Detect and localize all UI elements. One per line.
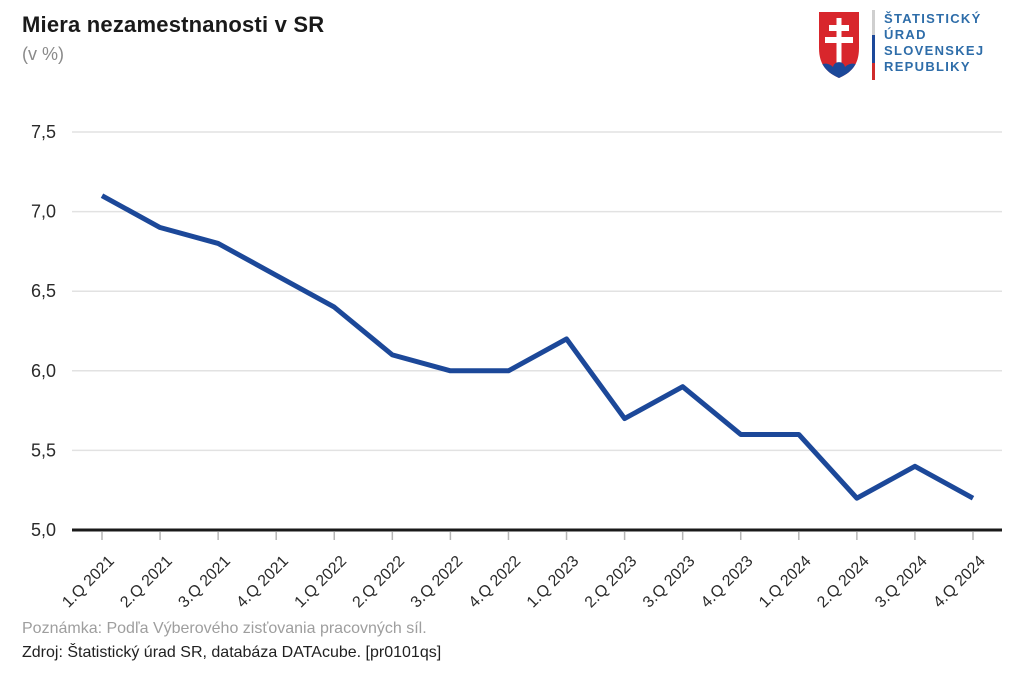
chart-note: Poznámka: Podľa Výberového zisťovania pr… xyxy=(22,620,427,637)
logo-line: REPUBLIKY xyxy=(884,59,971,74)
x-tick-label: 3.Q 2022 xyxy=(408,553,467,612)
x-tick-label: 4.Q 2021 xyxy=(233,553,292,612)
y-tick-label: 5,5 xyxy=(31,440,56,460)
x-tick-label: 2.Q 2022 xyxy=(350,553,409,612)
x-tick-label: 1.Q 2021 xyxy=(59,553,118,612)
chart-source: Zdroj: Štatistický úrad SR, databáza DAT… xyxy=(22,644,442,661)
y-tick-label: 6,5 xyxy=(31,281,56,301)
y-tick-label: 7,0 xyxy=(31,202,56,222)
x-tick-label: 3.Q 2024 xyxy=(872,553,931,612)
susr-logo: ŠTATISTICKÝ ÚRAD SLOVENSKEJ REPUBLIKY xyxy=(816,10,984,80)
page-subtitle: (v %) xyxy=(22,44,64,64)
logo-line: SLOVENSKEJ xyxy=(884,43,985,58)
page-title: Miera nezamestnanosti v SR xyxy=(22,12,325,37)
data-line xyxy=(100,193,975,501)
x-tick-label: 3.Q 2023 xyxy=(640,553,699,612)
x-tick-label: 4.Q 2023 xyxy=(698,553,757,612)
x-tick-label: 2.Q 2023 xyxy=(582,553,641,612)
y-tick-label: 7,5 xyxy=(31,122,56,142)
x-tick-label: 3.Q 2021 xyxy=(175,553,234,612)
x-tick-label: 1.Q 2023 xyxy=(524,553,583,612)
x-tick-label: 1.Q 2024 xyxy=(756,553,815,612)
x-tick-label: 4.Q 2022 xyxy=(466,553,525,612)
logo-line: ÚRAD xyxy=(884,27,927,42)
x-tick-label: 2.Q 2021 xyxy=(117,553,176,612)
slovak-coat-of-arms-icon xyxy=(819,12,859,78)
y-tick-label: 5,0 xyxy=(31,520,56,540)
logo-divider-bar xyxy=(872,10,875,80)
x-tick-label: 2.Q 2024 xyxy=(814,553,873,612)
x-tick-label: 1.Q 2022 xyxy=(292,553,351,612)
logo-line: ŠTATISTICKÝ xyxy=(884,11,982,26)
x-tick-label: 4.Q 2024 xyxy=(930,553,989,612)
logo-wordmark: ŠTATISTICKÝ ÚRAD SLOVENSKEJ REPUBLIKY xyxy=(884,10,984,75)
y-tick-label: 6,0 xyxy=(31,361,56,381)
